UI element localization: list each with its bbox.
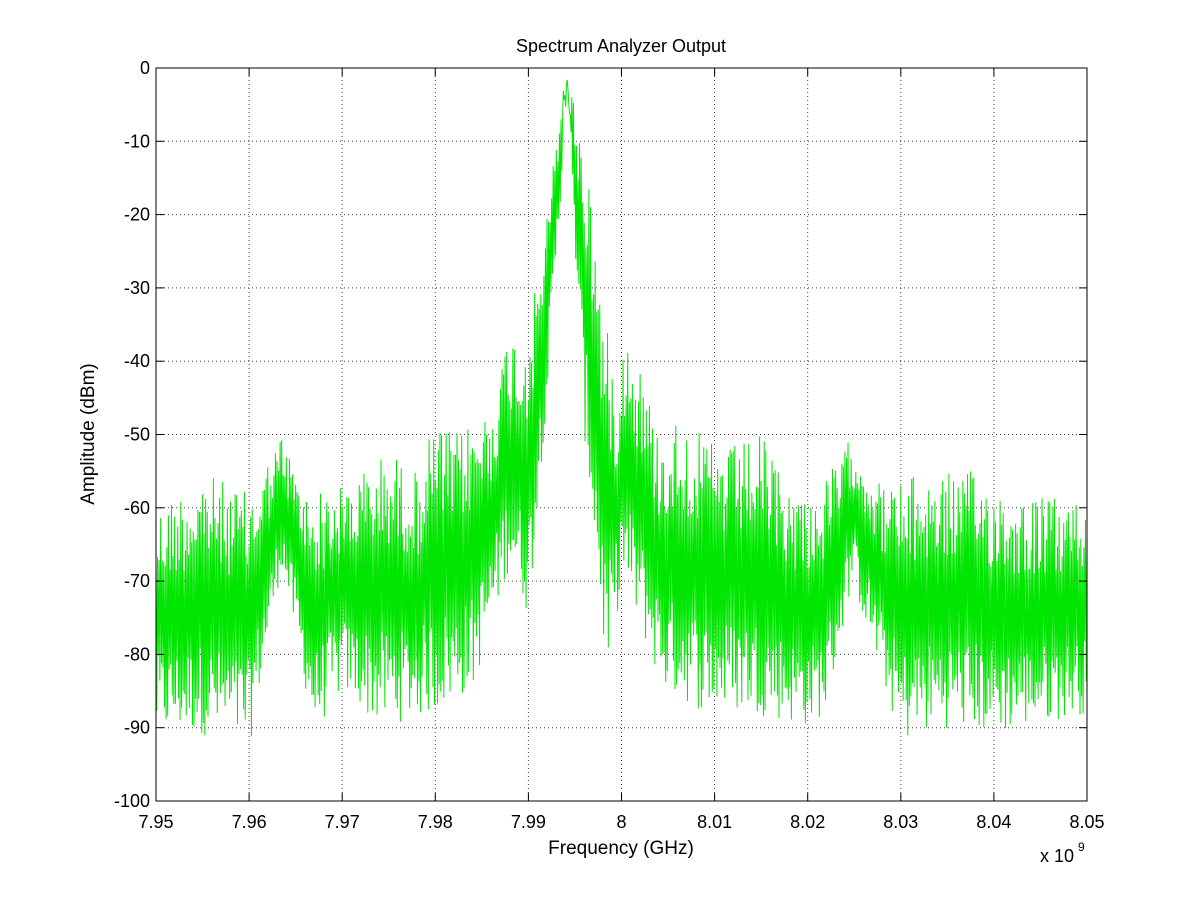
y-tick-label: 0	[140, 58, 150, 78]
x-tick-label: 7.99	[511, 812, 546, 832]
y-tick-label: -30	[124, 278, 150, 298]
axis-ticks	[155, 67, 1088, 802]
y-tick-label: -20	[124, 205, 150, 225]
x-tick-label: 8.04	[976, 812, 1011, 832]
y-tick-label: -10	[124, 131, 150, 151]
x-axis-multiplier: x 10	[1040, 846, 1074, 866]
y-tick-labels: 0 -10 -20 -30 -40 -50 -60 -70 -80 -90 -100	[114, 58, 150, 811]
y-tick-label: -70	[124, 571, 150, 591]
y-tick-label: -50	[124, 425, 150, 445]
spectrum-line	[155, 79, 1088, 737]
chart-title: Spectrum Analyzer Output	[516, 36, 726, 56]
y-tick-label: -80	[124, 644, 150, 664]
x-tick-label: 7.98	[418, 812, 453, 832]
x-tick-label: 8.02	[790, 812, 825, 832]
x-tick-label: 8	[616, 812, 626, 832]
x-tick-label: 7.96	[232, 812, 267, 832]
x-tick-label: 8.01	[697, 812, 732, 832]
x-tick-label: 8.03	[883, 812, 918, 832]
x-tick-label: 7.97	[325, 812, 360, 832]
x-tick-label: 8.05	[1069, 812, 1104, 832]
x-axis-label: Frequency (GHz)	[548, 838, 694, 859]
y-tick-label: -40	[124, 351, 150, 371]
y-axis-label: Amplitude (dBm)	[78, 363, 99, 505]
y-tick-label: -90	[124, 718, 150, 738]
x-axis-multiplier-exponent: 9	[1078, 840, 1085, 854]
spectrum-trace	[155, 79, 1088, 737]
x-tick-label: 7.95	[138, 812, 173, 832]
x-tick-labels: 7.95 7.96 7.97 7.98 7.99 8 8.01 8.02 8.03 8.04 8.0…	[138, 812, 1104, 832]
y-tick-label: -60	[124, 498, 150, 518]
y-tick-label: -100	[114, 791, 150, 811]
